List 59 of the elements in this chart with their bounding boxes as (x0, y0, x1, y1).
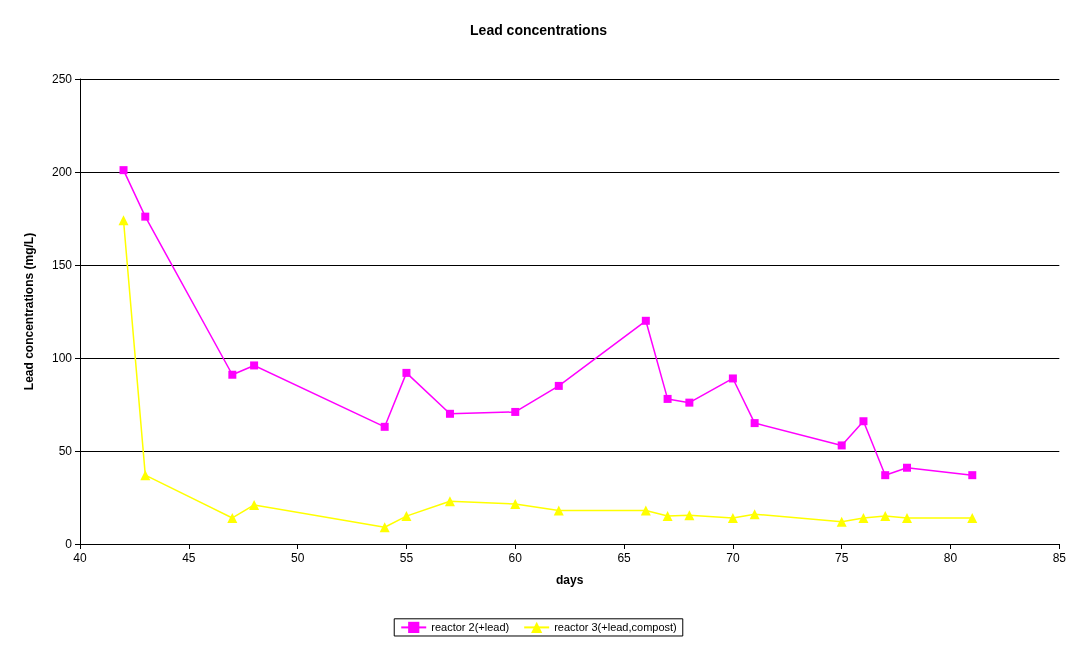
y-axis-title: Lead concentrations (mg/L) (22, 232, 36, 391)
y-tick-label: 50 (58, 444, 73, 458)
point (662, 511, 673, 522)
y-tick-label: 250 (51, 72, 73, 86)
point (837, 441, 846, 450)
x-tick-label: 85 (1052, 551, 1067, 565)
point (836, 516, 847, 527)
point (640, 505, 651, 516)
point (250, 361, 259, 370)
point (684, 510, 695, 521)
point (379, 522, 390, 533)
y-tick-label: 150 (51, 258, 73, 272)
point (511, 407, 520, 416)
point (249, 499, 260, 510)
chart-title: Lead concentrations (470, 22, 608, 38)
y-tick-label: 200 (51, 165, 73, 179)
point (119, 166, 128, 175)
point (402, 368, 411, 377)
point (554, 381, 563, 390)
point (444, 496, 455, 507)
point (140, 470, 151, 481)
point (728, 374, 737, 383)
point (859, 417, 868, 426)
point (445, 409, 454, 418)
x-tick-label: 40 (73, 551, 87, 565)
x-tick-label: 55 (399, 551, 414, 565)
x-tick-label: 45 (182, 551, 196, 565)
point (685, 398, 694, 407)
x-tick-label: 65 (617, 551, 632, 565)
point (227, 512, 238, 523)
point (553, 505, 564, 516)
point (901, 512, 912, 523)
x-tick-label: 50 (290, 551, 305, 565)
x-axis-title: days (555, 573, 584, 587)
point (880, 511, 891, 522)
point (228, 370, 237, 379)
x-tick-label: 75 (835, 551, 849, 565)
point (663, 394, 672, 403)
point (881, 471, 890, 480)
point (641, 316, 650, 325)
y-tick-label: 100 (51, 351, 73, 365)
x-tick-label: 70 (726, 551, 740, 565)
point (510, 499, 521, 510)
point (967, 512, 978, 523)
legend-label: reactor 3(+lead,compost) (554, 621, 677, 634)
x-tick-label: 80 (943, 551, 958, 565)
point (902, 463, 911, 472)
x-tick-label: 60 (508, 551, 523, 565)
point (727, 512, 738, 523)
point (141, 212, 150, 221)
y-tick-label: 0 (65, 537, 73, 551)
point (968, 471, 977, 480)
point (750, 419, 759, 428)
point (858, 512, 869, 523)
legend-label: reactor 2(+lead) (431, 621, 510, 634)
point (749, 509, 760, 520)
point (118, 215, 129, 226)
point (380, 422, 389, 431)
point (401, 511, 412, 522)
